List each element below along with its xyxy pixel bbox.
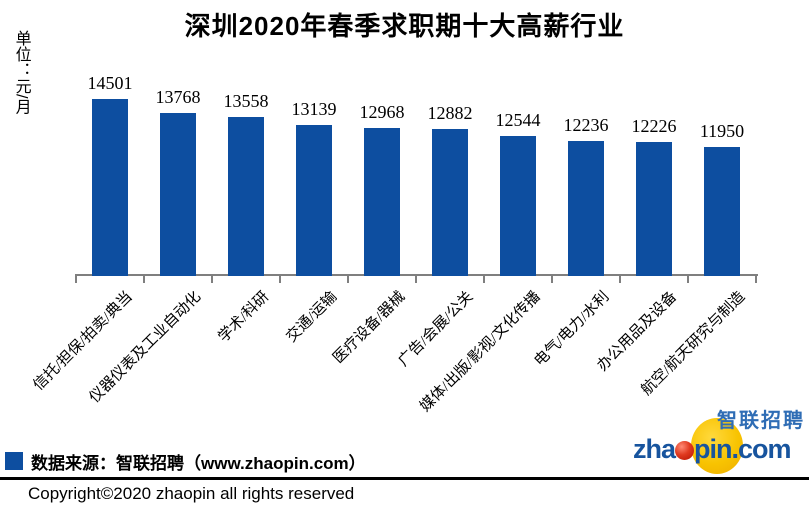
y-axis-unit-label: 单位：元/月 bbox=[12, 30, 30, 115]
axis-tick bbox=[75, 276, 77, 283]
footer-divider-line bbox=[0, 477, 809, 480]
bar-value-label: 12226 bbox=[631, 116, 677, 136]
axis-tick bbox=[551, 276, 553, 283]
copyright-text: Copyright©2020 zhaopin all rights reserv… bbox=[28, 484, 355, 503]
bar-value-label: 11950 bbox=[699, 121, 745, 141]
zhaopin-logo: 智联招聘 zha pin.com bbox=[633, 404, 805, 476]
category-label: 学术/科研 bbox=[215, 288, 273, 346]
chart-title: 深圳2020年春季求职期十大高薪行业 bbox=[184, 11, 625, 41]
bar bbox=[432, 129, 468, 276]
bar bbox=[364, 128, 400, 276]
bar-value-label: 14501 bbox=[87, 73, 133, 93]
bar bbox=[160, 113, 196, 276]
bar-value-label: 12882 bbox=[427, 103, 473, 123]
axis-tick bbox=[687, 276, 689, 283]
logo-brand-url: zha pin.com bbox=[633, 434, 792, 465]
legend-color-swatch bbox=[5, 452, 23, 470]
bar bbox=[568, 141, 604, 276]
bar bbox=[92, 99, 128, 276]
category-label: 媒体/出版/影视/文化传播 bbox=[417, 288, 545, 416]
bar-value-label: 13558 bbox=[223, 91, 269, 111]
bar bbox=[228, 117, 264, 276]
bar-value-label: 12968 bbox=[359, 102, 405, 122]
axis-tick bbox=[619, 276, 621, 283]
axis-tick bbox=[483, 276, 485, 283]
bar-value-label: 12236 bbox=[563, 115, 609, 135]
axis-tick bbox=[347, 276, 349, 283]
axis-tick bbox=[143, 276, 145, 283]
bar-value-label: 13139 bbox=[291, 99, 337, 119]
logo-url-suffix: pin.com bbox=[694, 434, 792, 464]
bar bbox=[704, 147, 740, 276]
logo-yellow-ellipse-icon bbox=[691, 418, 743, 474]
category-label: 交通/运输 bbox=[283, 288, 341, 346]
axis-tick bbox=[415, 276, 417, 283]
logo-url-prefix: zha bbox=[633, 434, 676, 464]
bar bbox=[500, 136, 536, 276]
axis-tick bbox=[279, 276, 281, 283]
axis-tick bbox=[755, 276, 757, 283]
bar-value-label: 12544 bbox=[495, 110, 541, 130]
logo-red-dot-icon bbox=[675, 441, 695, 460]
data-source-label: 数据来源：智联招聘（www.zhaopin.com） bbox=[31, 454, 366, 473]
bar bbox=[636, 142, 672, 276]
logo-brand-chinese: 智联招聘 bbox=[717, 410, 805, 432]
bar-value-label: 13768 bbox=[155, 87, 201, 107]
axis-tick bbox=[211, 276, 213, 283]
bar bbox=[296, 125, 332, 276]
x-axis-line bbox=[75, 274, 758, 276]
